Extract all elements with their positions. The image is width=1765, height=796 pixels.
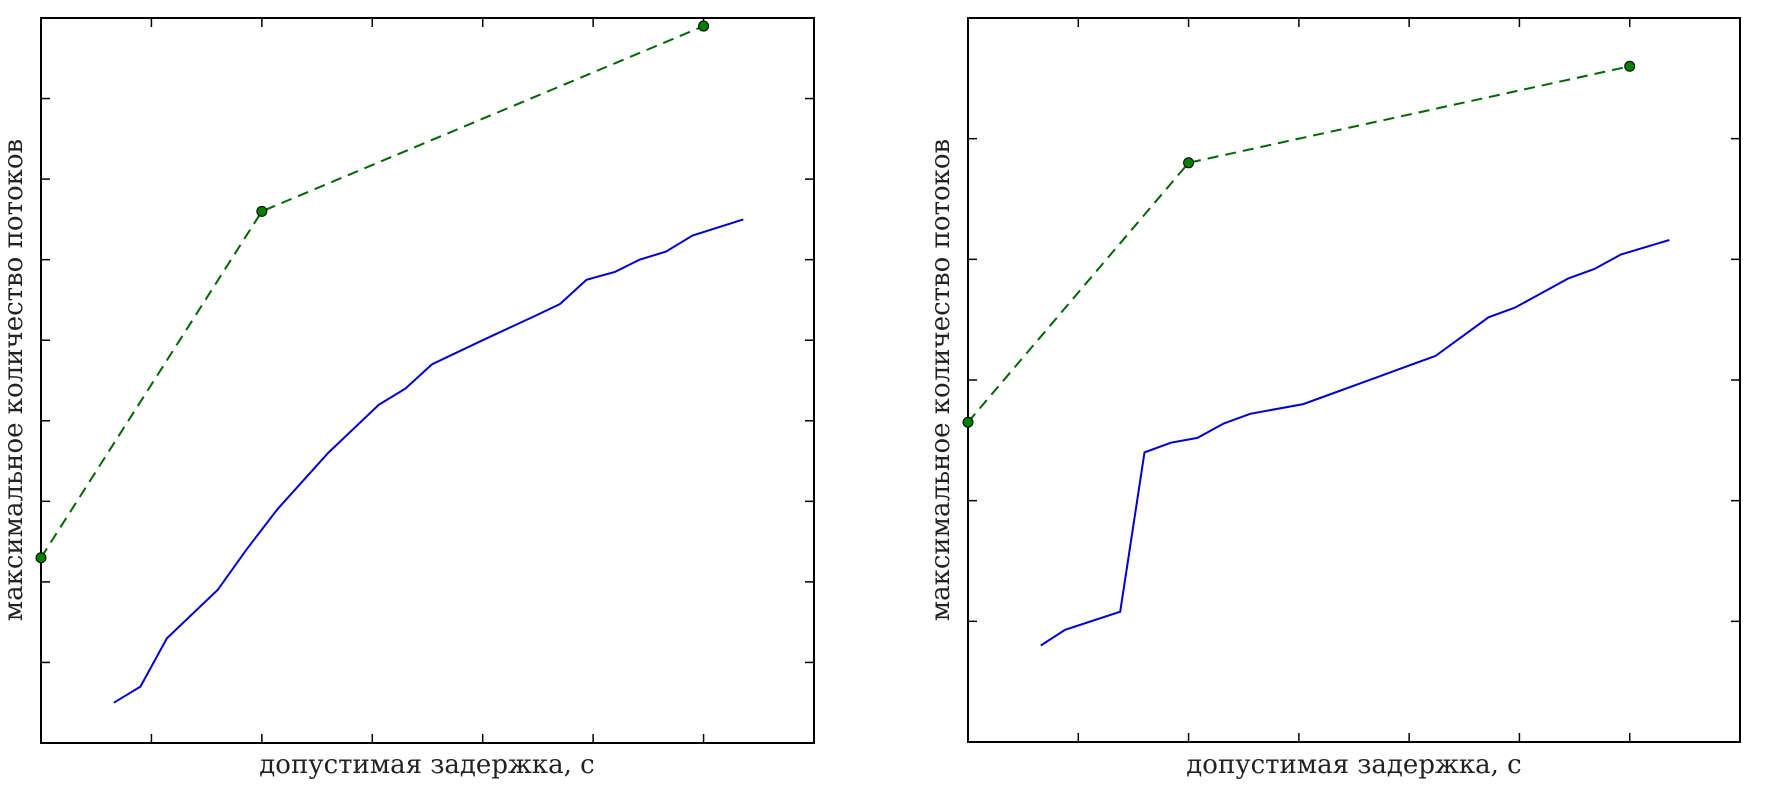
left-series-1-point-0 — [35, 552, 47, 564]
right-y-axis-label: максимальное количество потоков — [926, 139, 956, 621]
left-y-axis-label: максимальное количество потоков — [0, 139, 29, 621]
right-series-1-point-1 — [1183, 157, 1195, 169]
left-ticks — [41, 18, 814, 743]
left-series-1-point-2 — [698, 20, 710, 32]
left-series — [35, 20, 744, 704]
right-chart: допустимая задержка, с максимальное коли… — [926, 17, 1741, 780]
left-series-1-point-1 — [256, 205, 268, 217]
left-series-1-line — [40, 25, 704, 559]
right-series-0-line — [1040, 239, 1670, 647]
left-chart: допустимая задержка, с максимальное коли… — [0, 17, 815, 780]
right-series — [962, 60, 1670, 647]
right-series-1-point-0 — [962, 416, 974, 428]
right-x-axis-label: допустимая задержка, с — [1186, 750, 1521, 780]
left-plot-frame — [40, 17, 815, 744]
right-series-1-point-2 — [1624, 60, 1636, 72]
left-x-axis-label: допустимая задержка, с — [259, 750, 594, 780]
left-series-0-line — [113, 218, 744, 704]
right-series-1-line — [967, 65, 1630, 423]
right-ticks — [968, 18, 1740, 742]
